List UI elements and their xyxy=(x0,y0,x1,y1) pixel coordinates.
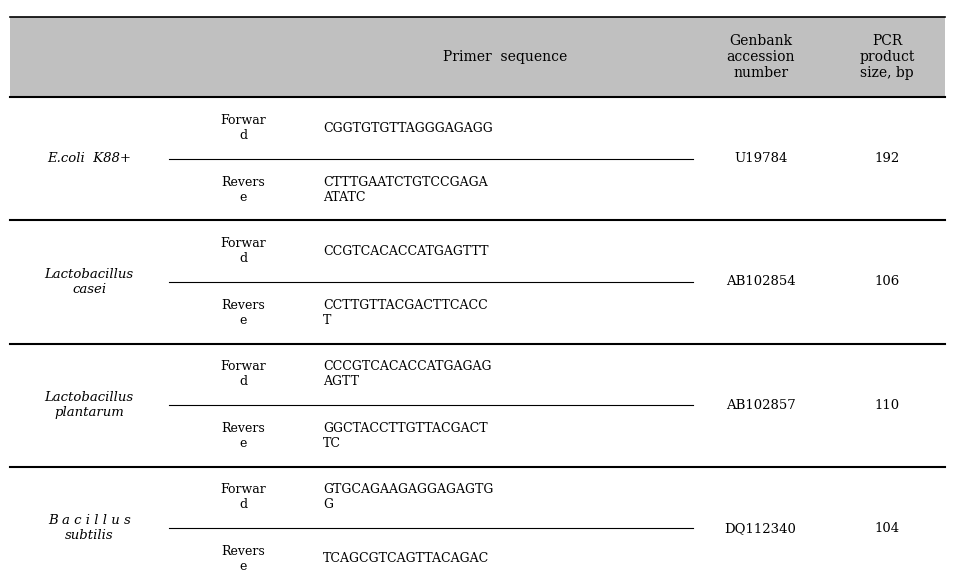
Text: CGGTGTGTTAGGGAGAGG: CGGTGTGTTAGGGAGAGG xyxy=(323,122,493,135)
Text: Revers
e: Revers e xyxy=(222,422,265,450)
FancyBboxPatch shape xyxy=(10,343,945,467)
FancyBboxPatch shape xyxy=(10,467,945,576)
Text: 110: 110 xyxy=(875,399,900,412)
Text: AB102857: AB102857 xyxy=(726,399,796,412)
Text: AB102854: AB102854 xyxy=(726,275,796,289)
Text: CCCGTCACACCATGAGAG
AGTT: CCCGTCACACCATGAGAG AGTT xyxy=(323,361,492,388)
Text: GGCTACCTTGTTACGACT
TC: GGCTACCTTGTTACGACT TC xyxy=(323,422,488,450)
Text: Lactobacillus
plantarum: Lactobacillus plantarum xyxy=(45,391,134,419)
Text: Revers
e: Revers e xyxy=(222,176,265,204)
Text: 104: 104 xyxy=(875,522,900,535)
Text: GTGCAGAAGAGGAGAGTG
G: GTGCAGAAGAGGAGAGTG G xyxy=(323,483,494,511)
Text: CCGTCACACCATGAGTTT: CCGTCACACCATGAGTTT xyxy=(323,245,489,257)
Text: Genbank
accession
number: Genbank accession number xyxy=(727,34,795,81)
Text: Forwar
d: Forwar d xyxy=(221,361,266,388)
Text: Forwar
d: Forwar d xyxy=(221,237,266,265)
Text: 192: 192 xyxy=(875,153,900,165)
Text: Forwar
d: Forwar d xyxy=(221,483,266,511)
Text: Revers
e: Revers e xyxy=(222,299,265,327)
Text: U19784: U19784 xyxy=(734,153,787,165)
Text: TCAGCGTCAGTTACAGAC: TCAGCGTCAGTTACAGAC xyxy=(323,552,489,566)
Text: PCR
product
size, bp: PCR product size, bp xyxy=(860,34,915,81)
Text: Primer  sequence: Primer sequence xyxy=(443,50,567,65)
Text: CCTTGTTACGACTTCACC
T: CCTTGTTACGACTTCACC T xyxy=(323,299,488,327)
Text: Revers
e: Revers e xyxy=(222,545,265,573)
FancyBboxPatch shape xyxy=(10,97,945,221)
Text: 106: 106 xyxy=(875,275,900,289)
Text: DQ112340: DQ112340 xyxy=(725,522,796,535)
Text: CTTTGAATCTGTCCGAGA
ATATC: CTTTGAATCTGTCCGAGA ATATC xyxy=(323,176,488,204)
FancyBboxPatch shape xyxy=(10,221,945,343)
Text: Forwar
d: Forwar d xyxy=(221,114,266,142)
Text: E.coli  K88+: E.coli K88+ xyxy=(47,153,131,165)
Text: Lactobacillus
casei: Lactobacillus casei xyxy=(45,268,134,296)
FancyBboxPatch shape xyxy=(10,17,945,97)
Text: B a c i l l u s
subtilis: B a c i l l u s subtilis xyxy=(48,514,131,542)
